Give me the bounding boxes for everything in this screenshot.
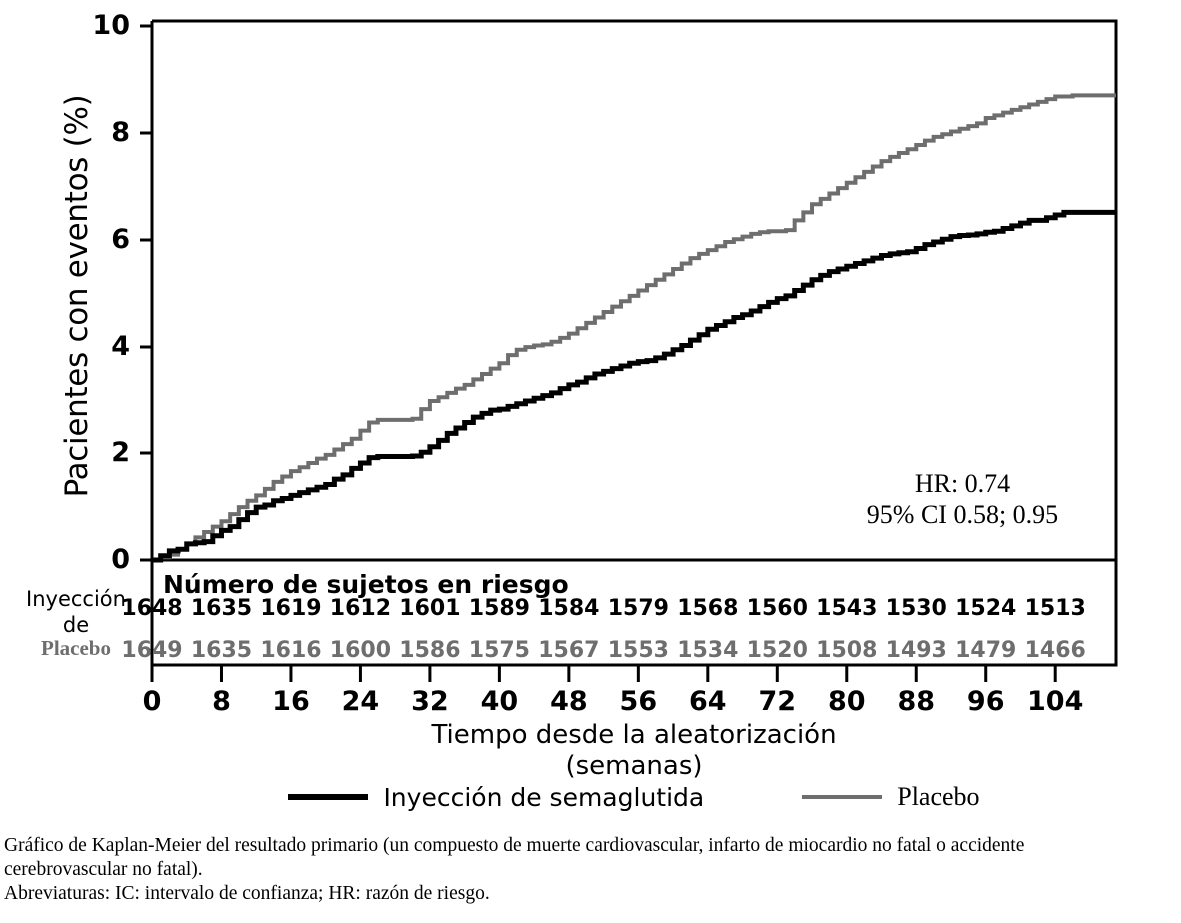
risk-value-semaglutide-64: 1568 [677,596,739,621]
figure-caption: Gráfico de Kaplan-Meier del resultado pr… [4,834,1178,906]
risk-row-label-line2: de [62,613,90,637]
legend-item-semaglutide: Inyección de semaglutida [288,783,704,812]
legend-swatch-semaglutide [288,794,369,800]
y-tick-label-8: 8 [111,117,130,148]
x-tick-label-56: 56 [619,686,658,717]
risk-row-label-placebo: Placebo [41,636,111,660]
risk-value-placebo-16: 1616 [260,638,322,663]
risk-value-placebo-80: 1508 [816,638,878,663]
risk-value-semaglutide-80: 1543 [816,596,878,621]
risk-value-placebo-8: 1635 [190,638,253,663]
risk-value-semaglutide-0: 1648 [121,596,183,621]
x-axis-title: Tiempo desde la aleatorización (semanas) [152,720,1116,782]
risk-value-placebo-104: 1466 [1024,638,1086,663]
x-tick-label-104: 104 [1027,686,1084,717]
risk-value-semaglutide-40: 1589 [468,596,530,621]
risk-value-semaglutide-96: 1524 [955,596,1017,621]
risk-value-semaglutide-32: 1601 [399,596,461,621]
risk-table-frame [150,558,1118,667]
x-tick-label-80: 80 [827,686,866,717]
risk-value-semaglutide-88: 1530 [885,596,947,621]
x-axis-title-line2: (semanas) [565,751,703,781]
legend-label-semaglutide: Inyección de semaglutida [383,782,705,812]
x-tick-label-32: 32 [411,686,449,717]
x-tick-label-96: 96 [966,686,1005,717]
curve-group [152,93,1116,563]
risk-value-placebo-32: 1586 [399,638,461,663]
x-tick-label-16: 16 [272,686,310,717]
x-tick-label-88: 88 [897,686,936,717]
risk-value-semaglutide-104: 1513 [1024,596,1086,621]
x-axis-ticks [150,665,1057,682]
risk-table-title: Número de sujetos en riesgo [163,570,569,599]
x-tick-label-40: 40 [480,686,519,717]
risk-value-semaglutide-24: 1612 [329,596,392,621]
risk-value-placebo-96: 1479 [955,638,1017,663]
y-axis-ticks [140,24,152,562]
risk-value-placebo-40: 1575 [468,638,530,663]
risk-value-semaglutide-72: 1560 [746,596,808,621]
risk-value-semaglutide-56: 1579 [607,596,669,621]
chart-legend: Inyección de semaglutida Placebo [152,782,1116,812]
legend-label-placebo: Placebo [897,782,980,811]
risk-value-semaglutide-8: 1635 [190,596,253,621]
y-axis-title: Pacientes con eventos (%) [59,94,95,498]
chart-plot-area [140,19,1118,682]
x-tick-label-8: 8 [212,686,231,717]
risk-value-placebo-72: 1520 [746,638,808,663]
x-tick-label-24: 24 [341,686,380,717]
risk-value-placebo-56: 1553 [607,638,669,663]
x-tick-label-72: 72 [758,686,797,717]
curve-placebo [152,93,1116,562]
caption-line-2: cerebrovascular no fatal). [4,859,203,880]
risk-value-placebo-64: 1534 [677,638,739,663]
risk-row-label-line1: Inyección [26,587,126,611]
risk-value-placebo-0: 1649 [121,638,183,663]
x-axis-title-line1: Tiempo desde la aleatorización [431,720,837,750]
risk-row-label-semaglutide: Inyección de [6,586,146,638]
risk-value-placebo-24: 1600 [329,638,392,663]
y-tick-label-4: 4 [111,331,130,362]
x-tick-label-48: 48 [550,686,588,717]
risk-value-semaglutide-16: 1619 [260,596,322,621]
y-tick-label-6: 6 [111,224,130,255]
y-tick-label-10: 10 [92,10,130,41]
hazard-ratio-value: HR: 0.74 [914,469,1011,498]
caption-line-1: Gráfico de Kaplan-Meier del resultado pr… [4,835,1025,856]
caption-line-3: Abreviaturas: IC: intervalo de confianza… [4,883,490,904]
x-tick-label-64: 64 [689,686,727,717]
risk-value-placebo-88: 1493 [885,638,947,663]
x-tick-label-0: 0 [142,686,162,717]
hazard-ratio-annotation: HR: 0.74 95% CI 0.58; 0.95 [820,468,1105,530]
confidence-interval-value: 95% CI 0.58; 0.95 [866,500,1059,529]
risk-value-semaglutide-48: 1584 [538,596,600,621]
legend-swatch-placebo [802,795,883,799]
risk-value-placebo-48: 1567 [538,638,600,663]
curve-semaglutide [152,209,1116,563]
y-tick-label-2: 2 [111,437,130,468]
legend-item-placebo: Placebo [802,782,980,812]
y-tick-label-0: 0 [111,544,130,575]
